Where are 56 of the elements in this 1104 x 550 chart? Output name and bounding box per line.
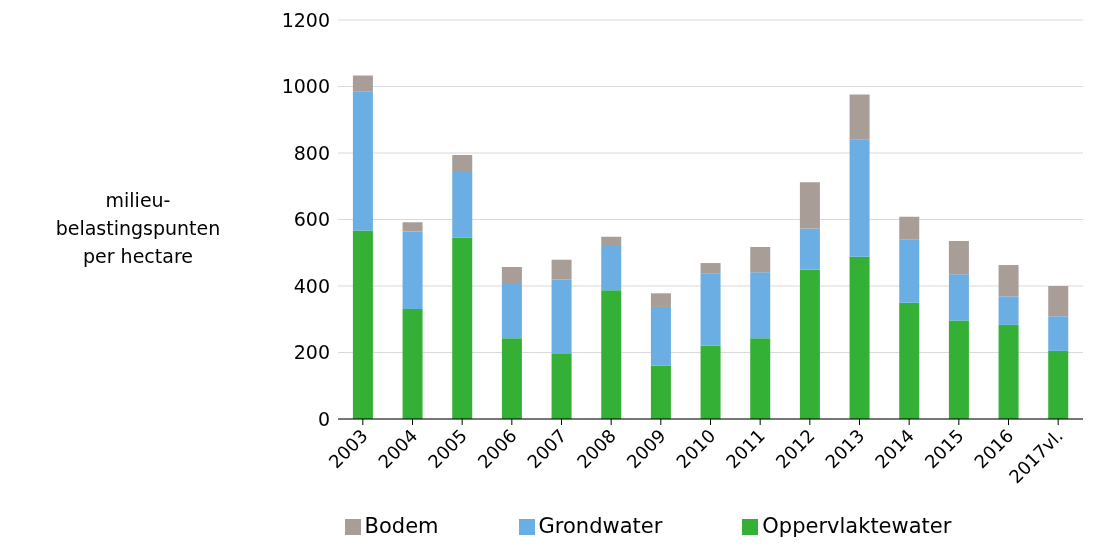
bar xyxy=(452,171,473,238)
bar xyxy=(402,222,423,232)
bar xyxy=(402,231,423,309)
bar xyxy=(452,155,473,172)
bar xyxy=(998,265,1019,297)
bar xyxy=(750,338,771,419)
bar xyxy=(352,230,373,419)
bar xyxy=(402,308,423,419)
bar xyxy=(601,290,622,419)
bar xyxy=(849,139,870,257)
bar xyxy=(352,75,373,92)
legend-label: Grondwater xyxy=(538,514,663,538)
y-axis-title: milieu-belastingspunten per hectare xyxy=(54,188,222,269)
y-tick-label: 800 xyxy=(293,141,330,164)
bar xyxy=(551,279,572,354)
bar xyxy=(700,345,721,419)
bar xyxy=(601,246,622,291)
y-tick-label: 1200 xyxy=(281,8,330,31)
bar xyxy=(799,228,820,270)
bar xyxy=(601,236,622,247)
bar xyxy=(501,284,522,339)
legend-label: Bodem xyxy=(364,514,439,538)
bar xyxy=(1048,286,1069,317)
y-tick-label: 1000 xyxy=(281,75,330,98)
bar xyxy=(1048,316,1069,351)
bar xyxy=(750,272,771,339)
bar xyxy=(352,91,373,231)
bar xyxy=(551,353,572,419)
y-tick-label: 400 xyxy=(293,274,330,297)
bar xyxy=(899,302,920,419)
bar xyxy=(799,182,820,229)
bar xyxy=(849,94,870,140)
bar xyxy=(650,293,671,307)
bar xyxy=(452,237,473,419)
bar xyxy=(501,338,522,419)
bar xyxy=(948,241,969,275)
bar xyxy=(998,296,1019,325)
bar xyxy=(899,239,920,303)
bar xyxy=(650,306,671,366)
bar xyxy=(700,263,721,274)
bar xyxy=(750,247,771,273)
y-tick-label: 200 xyxy=(293,341,330,364)
bar xyxy=(899,216,920,240)
bar xyxy=(799,269,820,419)
bar xyxy=(849,256,870,419)
bar xyxy=(998,324,1019,419)
bar xyxy=(1048,350,1069,419)
legend-label: Oppervlaktewater xyxy=(762,514,952,538)
y-tick-label: 0 xyxy=(317,407,330,430)
bar xyxy=(501,267,522,285)
y-tick-label: 600 xyxy=(293,208,330,231)
bar xyxy=(948,320,969,419)
bar xyxy=(551,259,572,280)
bar xyxy=(650,365,671,419)
bar xyxy=(700,273,721,346)
bar xyxy=(948,274,969,321)
